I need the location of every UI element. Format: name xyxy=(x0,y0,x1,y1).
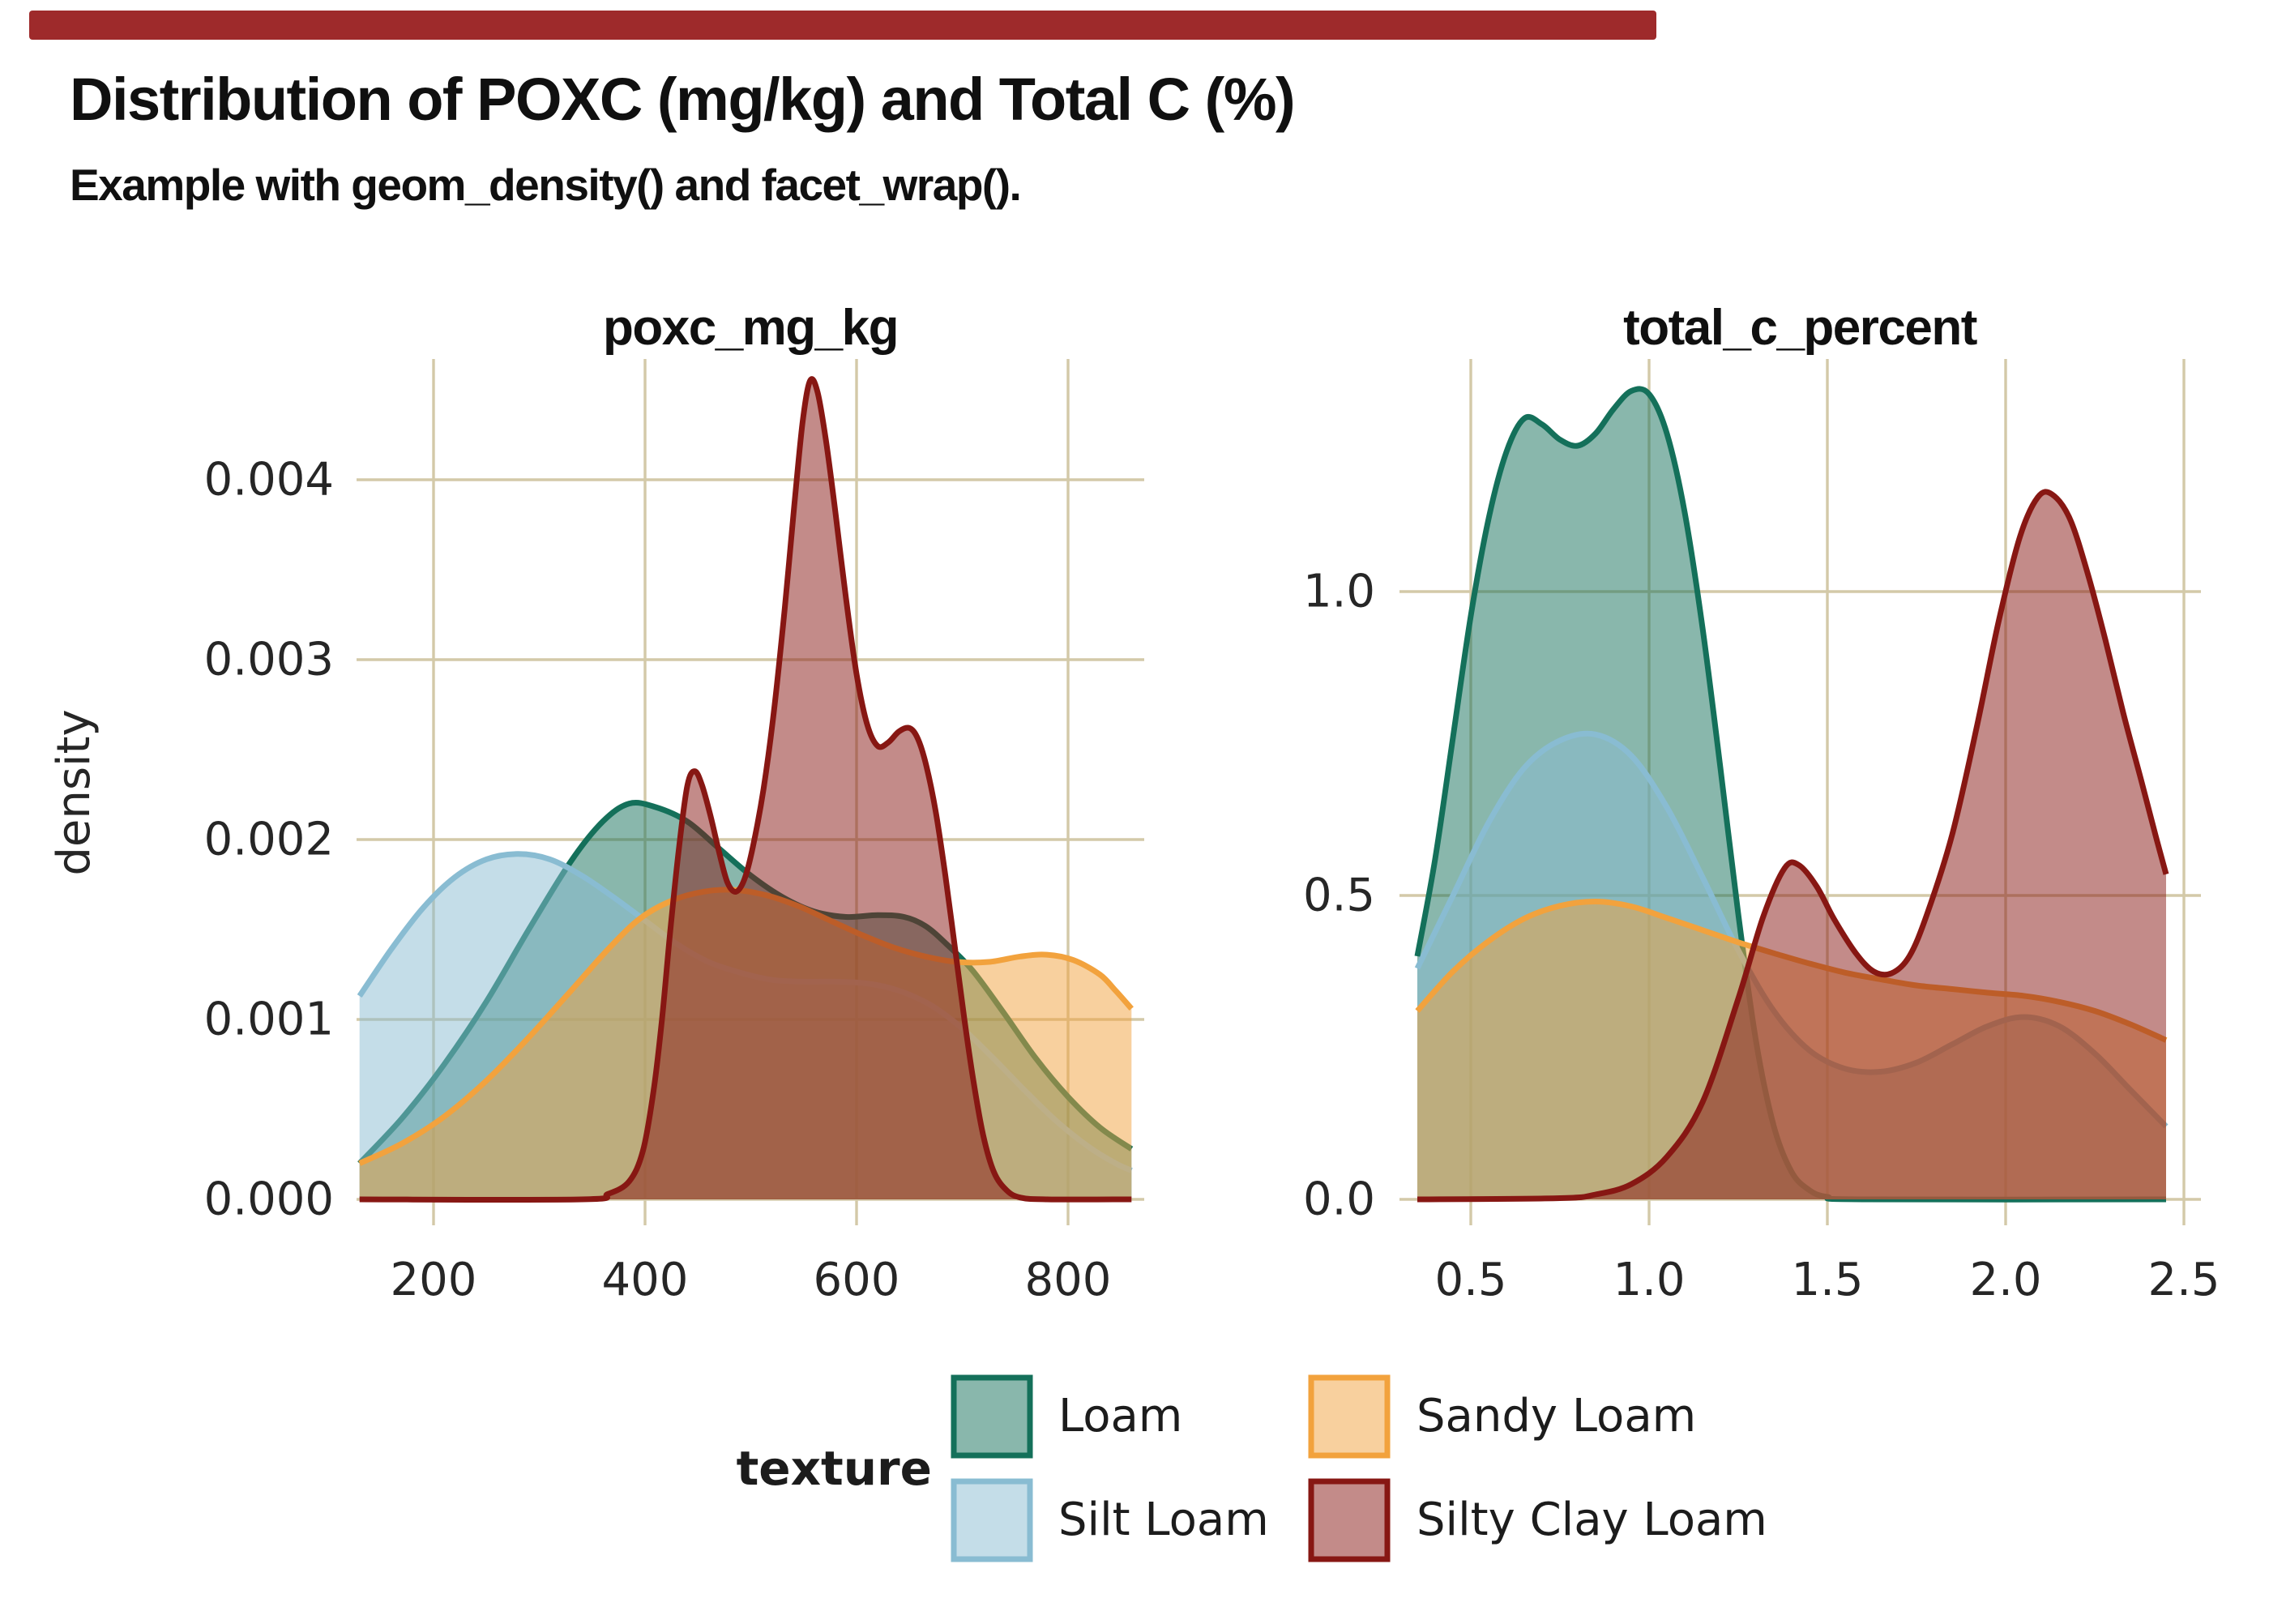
legend-title: texture xyxy=(737,1441,932,1496)
x-tick-label: 200 xyxy=(391,1254,477,1306)
density-area-silty-clay-loam xyxy=(359,378,1132,1200)
density-series xyxy=(1414,386,2169,1203)
legend-item-sandy-loam: Sandy Loam xyxy=(1308,1374,1696,1459)
legend-label-loam: Loam xyxy=(1058,1390,1182,1442)
x-tick-label: 800 xyxy=(1025,1254,1112,1306)
y-tick-label: 0.000 xyxy=(204,1173,334,1226)
legend-item-silt-loam: Silt Loam xyxy=(951,1478,1269,1562)
facet-panel-total-c: 0.5 1.0 1.5 2.0 2.5 0.0 0.5 1.0 xyxy=(1303,359,2220,1306)
x-tick-label: 1.0 xyxy=(1613,1254,1685,1306)
facet-title-poxc: poxc_mg_kg xyxy=(603,300,898,356)
x-tick-label: 1.5 xyxy=(1791,1254,1863,1306)
x-tick-label: 2.5 xyxy=(2147,1254,2220,1306)
y-tick-label: 0.0 xyxy=(1303,1173,1375,1226)
y-tick-label: 0.003 xyxy=(204,634,334,686)
facet-title-total-c: total_c_percent xyxy=(1623,300,1977,356)
y-tick-label: 0.004 xyxy=(204,454,334,506)
legend-item-loam: Loam xyxy=(951,1374,1182,1459)
facet-panel-poxc: 200 400 600 800 0.000 0.001 0.002 0.003 0.004 xyxy=(204,359,1144,1306)
legend-swatch-silty-clay-loam xyxy=(1308,1478,1391,1562)
y-tick-label: 1.0 xyxy=(1303,566,1375,618)
density-curve-silty-clay-loam xyxy=(1417,489,2169,1203)
density-series xyxy=(357,376,1134,1203)
legend-label-sandy-loam: Sandy Loam xyxy=(1417,1390,1696,1442)
y-tick-label: 0.5 xyxy=(1303,870,1375,922)
y-tick-label: 0.002 xyxy=(204,814,334,866)
x-tick-label: 2.0 xyxy=(1969,1254,2041,1306)
legend-swatch-loam xyxy=(951,1374,1033,1459)
page-title: Distribution of POXC (mg/kg) and Total C… xyxy=(70,66,1294,133)
top-progress-bar xyxy=(29,11,1656,40)
page-subtitle: Example with geom_density() and facet_wr… xyxy=(70,160,1020,210)
x-tick-label: 0.5 xyxy=(1434,1254,1506,1306)
y-axis-title: density xyxy=(48,709,100,875)
axis-tick-labels: 200 400 600 800 0.000 0.001 0.002 0.003 0.004 xyxy=(204,454,1112,1307)
x-tick-label: 600 xyxy=(814,1254,900,1306)
density-curve-silty-clay-loam xyxy=(359,376,1132,1203)
legend-item-silty-clay-loam: Silty Clay Loam xyxy=(1308,1478,1767,1562)
legend-swatch-silt-loam xyxy=(951,1478,1033,1562)
x-tick-label: 400 xyxy=(602,1254,689,1306)
legend-label-silt-loam: Silt Loam xyxy=(1058,1494,1269,1546)
y-tick-label: 0.001 xyxy=(204,994,334,1046)
legend-swatch-sandy-loam xyxy=(1308,1374,1391,1459)
axis-tick-labels: 0.5 1.0 1.5 2.0 2.5 0.0 0.5 1.0 xyxy=(1303,566,2220,1307)
density-area-silty-clay-loam xyxy=(1417,491,2166,1199)
legend: texture Loam Silt Loam Sandy Loam Silty … xyxy=(737,1374,1767,1562)
legend-label-silty-clay-loam: Silty Clay Loam xyxy=(1417,1494,1767,1546)
